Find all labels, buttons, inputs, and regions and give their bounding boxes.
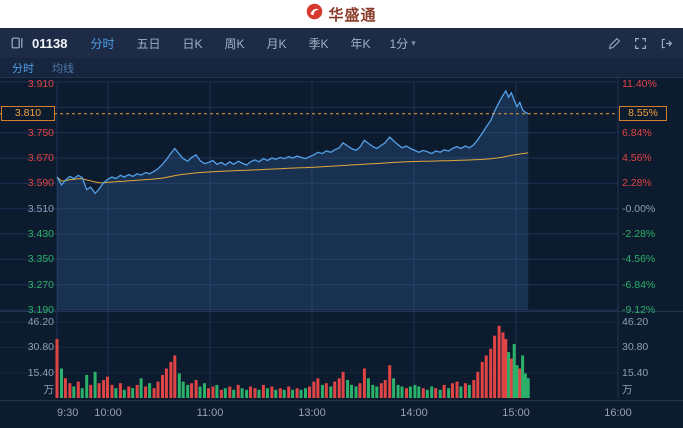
time-axis-label: 15:00 (502, 407, 530, 419)
stock-code: 01138 (32, 35, 68, 51)
time-axis: 9:30 10:00 11:00 13:00 14:00 15:00 16:00 (0, 400, 683, 428)
tab-分时[interactable]: 分时 (90, 36, 115, 51)
chart-canvas (0, 78, 683, 398)
fullscreen-icon[interactable] (634, 37, 647, 50)
intraday-chart[interactable]: 3.910 11.40% 3.750 6.84% 3.670 4.56% 3.590 2.28… (0, 78, 683, 400)
period-tabs: 分时 五日 日K 周K 月K 季K 年K (79, 35, 381, 52)
app-header: 华盛通 (0, 0, 683, 28)
panel-toggle-icon[interactable] (10, 36, 24, 50)
chart-toolbar: 01138 分时 五日 日K 周K 月K 季K 年K 1分 ▾ (0, 28, 683, 58)
interval-label: 1分 (389, 36, 409, 51)
time-axis-label: 13:00 (298, 407, 326, 419)
subtab-均线[interactable]: 均线 (52, 62, 74, 75)
time-axis-label: 14:00 (400, 407, 428, 419)
time-axis-label: 11:00 (196, 407, 224, 419)
overlay-tabs: 分时 均线 (0, 58, 683, 78)
popout-icon[interactable] (660, 37, 673, 50)
time-axis-label: 16:00 (604, 407, 632, 419)
logo-icon (306, 3, 323, 25)
interval-dropdown[interactable]: 1分 ▾ (390, 35, 416, 52)
subtab-分时[interactable]: 分时 (12, 62, 34, 75)
tab-五日[interactable]: 五日 (136, 36, 161, 51)
chevron-down-icon: ▾ (411, 37, 416, 48)
tab-月K[interactable]: 月K (266, 36, 287, 51)
time-axis-label: 10:00 (94, 407, 122, 419)
logo-text: 华盛通 (328, 6, 377, 24)
time-axis-label: 9:30 (57, 407, 79, 419)
tab-年K[interactable]: 年K (350, 36, 371, 51)
tab-日K[interactable]: 日K (182, 36, 203, 51)
toolbar-actions (608, 37, 673, 50)
tab-周K[interactable]: 周K (224, 36, 245, 51)
tab-季K[interactable]: 季K (308, 36, 329, 51)
edit-icon[interactable] (608, 37, 621, 50)
